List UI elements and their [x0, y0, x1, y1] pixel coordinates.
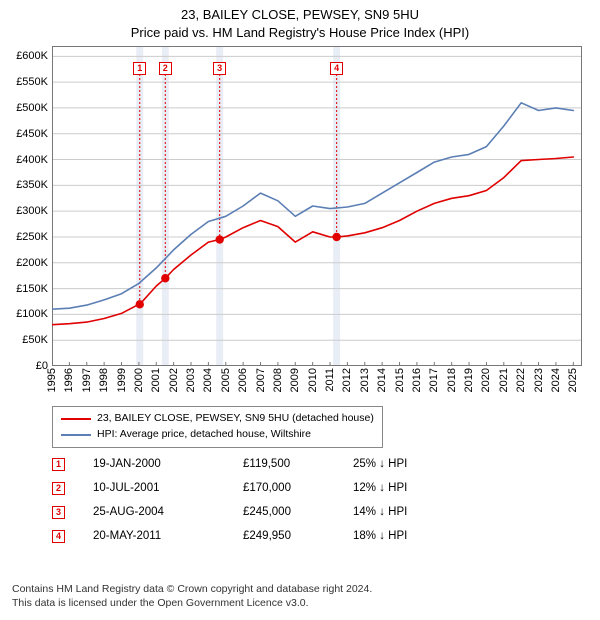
- chart-area: £0£50K£100K£150K£200K£250K£300K£350K£400…: [52, 46, 582, 366]
- x-tick-label: 2021: [498, 368, 510, 392]
- x-tick-label: 2004: [202, 368, 214, 392]
- legend-label-hpi: HPI: Average price, detached house, Wilt…: [97, 427, 311, 443]
- sales-diff: 12% ↓ HPI: [353, 482, 463, 494]
- sales-date: 19-JAN-2000: [93, 458, 243, 470]
- x-tick-label: 2008: [272, 368, 284, 392]
- sales-row: 2 10-JUL-2001£170,00012% ↓ HPI: [52, 476, 463, 500]
- x-tick-label: 2006: [237, 368, 249, 392]
- x-tick-label: 2024: [550, 368, 562, 392]
- y-tick-label: £250K: [16, 231, 48, 243]
- legend: 23, BAILEY CLOSE, PEWSEY, SN9 5HU (detac…: [52, 406, 383, 448]
- event-marker-box: 2: [159, 62, 172, 75]
- footnote-line-1: Contains HM Land Registry data © Crown c…: [12, 582, 372, 596]
- x-tick-label: 2013: [359, 368, 371, 392]
- x-tick-label: 2020: [480, 368, 492, 392]
- x-tick-label: 2014: [376, 368, 388, 392]
- x-tick-label: 2000: [133, 368, 145, 392]
- x-tick-label: 2025: [567, 368, 579, 392]
- x-tick-label: 2007: [255, 368, 267, 392]
- sales-price: £170,000: [243, 482, 353, 494]
- sales-diff: 25% ↓ HPI: [353, 458, 463, 470]
- x-tick-label: 2009: [289, 368, 301, 392]
- event-marker-box: 3: [213, 62, 226, 75]
- x-tick-label: 2011: [324, 368, 336, 392]
- x-tick-label: 2015: [394, 368, 406, 392]
- x-tick-label: 1997: [81, 368, 93, 392]
- sales-row: 4 20-MAY-2011£249,95018% ↓ HPI: [52, 524, 463, 548]
- legend-swatch-price-paid: [61, 418, 91, 420]
- x-tick-label: 2010: [307, 368, 319, 392]
- x-tick-label: 1995: [46, 368, 58, 392]
- x-tick-label: 2017: [428, 368, 440, 392]
- y-tick-label: £50K: [22, 334, 48, 346]
- x-tick-label: 2016: [411, 368, 423, 392]
- sales-row: 1 19-JAN-2000£119,50025% ↓ HPI: [52, 452, 463, 476]
- x-tick-label: 2003: [185, 368, 197, 392]
- y-tick-label: £100K: [16, 308, 48, 320]
- y-tick-label: £450K: [16, 128, 48, 140]
- legend-label-price-paid: 23, BAILEY CLOSE, PEWSEY, SN9 5HU (detac…: [97, 411, 374, 427]
- y-tick-label: £550K: [16, 76, 48, 88]
- x-tick-label: 2001: [150, 368, 162, 392]
- sales-diff: 14% ↓ HPI: [353, 506, 463, 518]
- sales-date: 20-MAY-2011: [93, 530, 243, 542]
- legend-item-hpi: HPI: Average price, detached house, Wilt…: [61, 427, 374, 443]
- event-marker-box: 4: [330, 62, 343, 75]
- y-tick-label: £500K: [16, 102, 48, 114]
- x-tick-label: 2002: [168, 368, 180, 392]
- sales-row-marker: 4: [52, 530, 65, 543]
- x-tick-label: 2018: [446, 368, 458, 392]
- sales-row-marker: 2: [52, 482, 65, 495]
- x-tick-label: 1999: [116, 368, 128, 392]
- sales-price: £119,500: [243, 458, 353, 470]
- sales-row: 3 25-AUG-2004£245,00014% ↓ HPI: [52, 500, 463, 524]
- page-root: 23, BAILEY CLOSE, PEWSEY, SN9 5HU Price …: [0, 0, 600, 620]
- sales-date: 25-AUG-2004: [93, 506, 243, 518]
- y-tick-label: £350K: [16, 179, 48, 191]
- y-tick-label: £150K: [16, 283, 48, 295]
- legend-item-price-paid: 23, BAILEY CLOSE, PEWSEY, SN9 5HU (detac…: [61, 411, 374, 427]
- x-tick-label: 2005: [220, 368, 232, 392]
- chart-svg: [52, 46, 582, 366]
- y-tick-label: £600K: [16, 50, 48, 62]
- sales-price: £245,000: [243, 506, 353, 518]
- sales-date: 10-JUL-2001: [93, 482, 243, 494]
- y-tick-label: £300K: [16, 205, 48, 217]
- sales-diff: 18% ↓ HPI: [353, 530, 463, 542]
- title-line-1: 23, BAILEY CLOSE, PEWSEY, SN9 5HU: [0, 6, 600, 24]
- title-line-2: Price paid vs. HM Land Registry's House …: [0, 24, 600, 42]
- sales-price: £249,950: [243, 530, 353, 542]
- title-block: 23, BAILEY CLOSE, PEWSEY, SN9 5HU Price …: [0, 0, 600, 41]
- y-tick-label: £400K: [16, 154, 48, 166]
- x-tick-label: 1996: [63, 368, 75, 392]
- x-tick-label: 2012: [341, 368, 353, 392]
- event-marker-box: 1: [133, 62, 146, 75]
- sales-table: 1 19-JAN-2000£119,50025% ↓ HPI 2 10-JUL-200…: [52, 452, 463, 548]
- footnote: Contains HM Land Registry data © Crown c…: [12, 582, 372, 610]
- sales-row-marker: 3: [52, 506, 65, 519]
- sales-row-marker: 1: [52, 458, 65, 471]
- footnote-line-2: This data is licensed under the Open Gov…: [12, 596, 372, 610]
- x-tick-label: 2023: [533, 368, 545, 392]
- x-tick-label: 2022: [515, 368, 527, 392]
- x-tick-label: 2019: [463, 368, 475, 392]
- legend-swatch-hpi: [61, 434, 91, 436]
- x-tick-label: 1998: [98, 368, 110, 392]
- y-tick-label: £200K: [16, 257, 48, 269]
